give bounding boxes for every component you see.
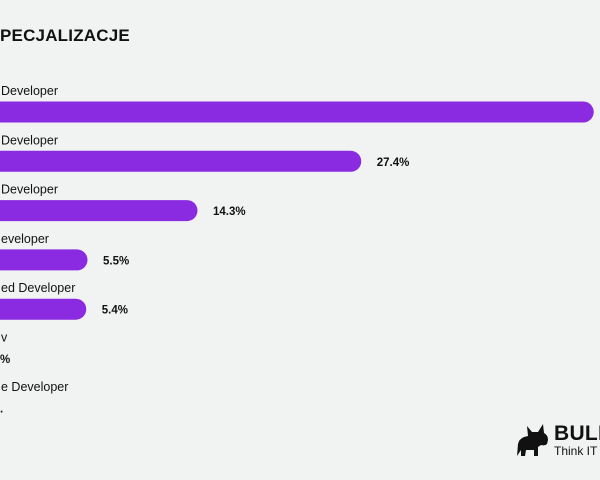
value-label: 27.4% xyxy=(377,157,410,169)
bar xyxy=(0,150,362,172)
bar xyxy=(0,101,594,123)
category-label: Developer xyxy=(1,133,58,147)
category-label: e Developer xyxy=(1,380,68,394)
value-label: 5.4% xyxy=(102,305,128,317)
brand-logo: BULL Think IT xyxy=(514,420,600,460)
chart-title: PECJALIZACJE xyxy=(0,26,130,45)
bar xyxy=(0,298,87,320)
value-label: % xyxy=(0,354,10,366)
bar xyxy=(0,200,198,222)
value-label: . xyxy=(0,403,3,415)
value-label: 5.5% xyxy=(103,255,129,267)
brand-name: BULL xyxy=(554,422,600,445)
bar xyxy=(0,249,88,271)
category-label: v xyxy=(1,331,8,345)
brand-tagline: Think IT xyxy=(554,444,598,458)
category-label: eveloper xyxy=(1,232,49,246)
category-label: ed Developer xyxy=(1,281,75,295)
value-label: 14.3% xyxy=(213,206,246,218)
category-label: Developer xyxy=(1,183,58,197)
category-label: Developer xyxy=(1,84,58,98)
bulldog-icon xyxy=(517,424,548,456)
